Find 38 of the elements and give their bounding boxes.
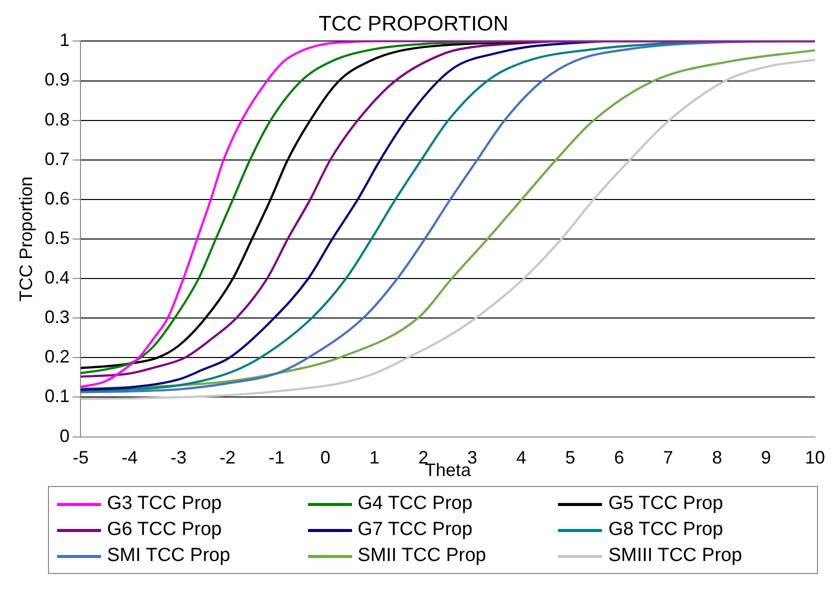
y-tick-label: 0.3 <box>44 307 70 328</box>
x-tick-label: 9 <box>761 448 772 468</box>
x-tick-label: 5 <box>565 448 576 468</box>
legend-label: G5 TCC Prop <box>608 493 724 515</box>
x-tick-label: 1 <box>369 448 380 468</box>
y-tick-label: 0.9 <box>44 70 70 90</box>
x-tick-label: -4 <box>122 448 138 468</box>
x-tick-label: 6 <box>614 448 624 468</box>
x-tick-label: -1 <box>268 448 284 468</box>
y-tick-label: 0.7 <box>44 148 70 169</box>
legend-label: G4 TCC Prop <box>358 493 472 515</box>
y-tick-label: 0.5 <box>44 228 70 248</box>
x-tick-label: 4 <box>516 448 526 468</box>
x-tick-label: 8 <box>712 448 722 468</box>
x-tick-label: 7 <box>663 448 674 468</box>
y-tick-label: 0.4 <box>44 268 70 288</box>
y-tick-label: 0.2 <box>44 346 70 367</box>
x-tick-label: 3 <box>467 448 478 468</box>
x-tick-label: 0 <box>320 448 330 468</box>
y-tick-label: 0.6 <box>44 188 70 208</box>
legend-label: G8 TCC Prop <box>608 519 724 541</box>
x-tick-label: -5 <box>72 448 89 468</box>
x-tick-label: 10 <box>804 448 826 468</box>
y-tick-label: 1 <box>60 30 70 50</box>
legend-label: SMII TCC Prop <box>358 545 486 567</box>
legend-label: G7 TCC Prop <box>358 519 472 541</box>
legend-label: G6 TCC Prop <box>107 519 222 541</box>
y-tick-label: 0.8 <box>44 109 70 130</box>
y-axis-title: TCC Proportion <box>16 176 36 302</box>
legend-label: G3 TCC Prop <box>107 493 222 515</box>
x-tick-label: -3 <box>170 448 187 468</box>
y-tick-label: 0.1 <box>44 386 70 406</box>
x-tick-label: -2 <box>219 448 236 468</box>
legend-label: SMIII TCC Prop <box>608 545 742 567</box>
chart-title: TCC PROPORTION <box>318 12 508 36</box>
y-tick-label: 0 <box>60 426 70 446</box>
x-tick-label: 2 <box>418 448 428 468</box>
legend-label: SMI TCC Prop <box>107 545 230 567</box>
